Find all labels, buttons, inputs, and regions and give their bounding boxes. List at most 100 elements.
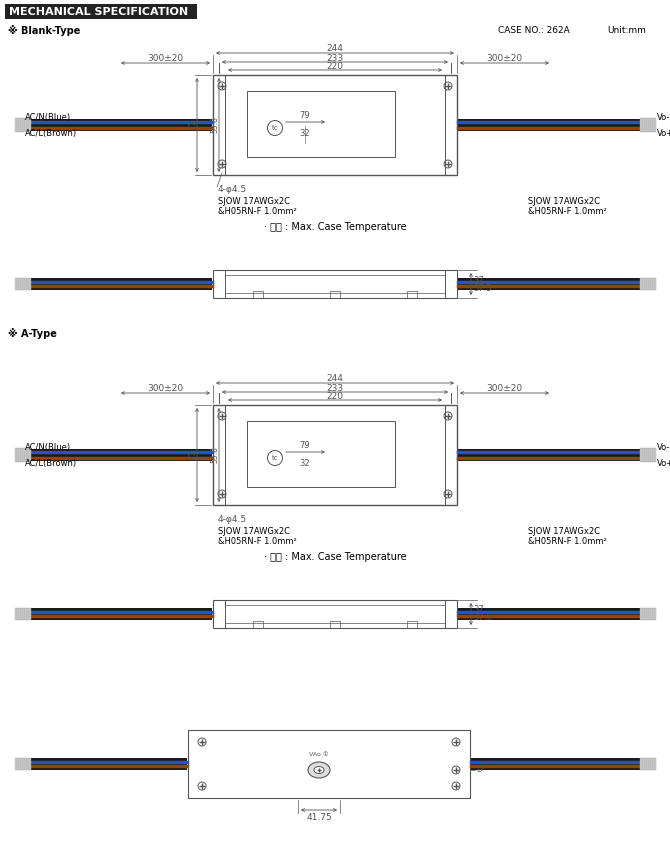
Bar <box>213 405 457 505</box>
Bar <box>27 118 29 132</box>
Bar <box>644 758 645 770</box>
Bar <box>225 75 445 175</box>
Bar <box>30 449 212 461</box>
Bar <box>654 608 655 620</box>
Bar <box>29 448 31 462</box>
Text: 300±20: 300±20 <box>486 54 523 62</box>
Text: ※ Blank-Type: ※ Blank-Type <box>8 25 80 36</box>
Text: 37.5: 37.5 <box>473 284 492 292</box>
Bar <box>23 608 25 620</box>
Text: ※ A-Type: ※ A-Type <box>8 327 57 339</box>
Bar <box>23 758 25 770</box>
Bar <box>253 291 263 298</box>
Text: 32: 32 <box>299 458 310 468</box>
Text: 41.75: 41.75 <box>306 813 332 823</box>
Text: D: D <box>476 765 482 775</box>
Bar <box>646 758 647 770</box>
Bar <box>654 278 655 290</box>
Bar <box>640 608 641 620</box>
Bar <box>17 448 19 462</box>
Bar <box>648 448 649 462</box>
Bar <box>213 600 457 628</box>
Text: 37.5: 37.5 <box>473 614 492 622</box>
Text: tc: tc <box>272 125 278 131</box>
Bar <box>640 118 641 132</box>
Bar <box>646 118 647 132</box>
Bar <box>644 118 645 132</box>
Text: SJOW 17AWGx2C: SJOW 17AWGx2C <box>528 527 600 535</box>
Bar <box>458 119 640 131</box>
Text: tc: tc <box>272 455 278 461</box>
Bar <box>27 278 29 290</box>
Bar <box>25 278 27 290</box>
Text: 244: 244 <box>326 44 344 52</box>
Bar <box>458 449 640 461</box>
Text: SJOW 17AWGx2C: SJOW 17AWGx2C <box>528 197 600 205</box>
Bar <box>19 448 21 462</box>
Bar <box>640 448 641 462</box>
Bar <box>646 278 647 290</box>
Text: MECHANICAL SPECIFICATION: MECHANICAL SPECIFICATION <box>9 7 188 17</box>
Bar <box>27 448 29 462</box>
Text: SJOW 17AWGx2C: SJOW 17AWGx2C <box>218 197 290 205</box>
Bar <box>652 278 653 290</box>
Bar <box>17 758 19 770</box>
Bar <box>650 758 651 770</box>
Bar <box>21 758 23 770</box>
Text: 32: 32 <box>299 128 310 138</box>
Text: &H05RN-F 1.0mm²: &H05RN-F 1.0mm² <box>218 536 297 545</box>
Bar <box>30 278 212 290</box>
Bar <box>642 118 643 132</box>
Bar <box>471 758 640 770</box>
Bar <box>652 608 653 620</box>
Bar <box>642 278 643 290</box>
Bar <box>29 758 31 770</box>
Bar <box>27 608 29 620</box>
Bar <box>650 118 651 132</box>
Bar <box>646 448 647 462</box>
Bar <box>21 118 23 132</box>
Text: AC/L(Brown): AC/L(Brown) <box>25 458 77 468</box>
Bar <box>253 621 263 628</box>
Text: Vo-(Blue): Vo-(Blue) <box>657 113 670 121</box>
Bar <box>30 758 187 770</box>
Bar <box>247 91 395 157</box>
Text: 79: 79 <box>299 440 310 450</box>
Text: 244: 244 <box>326 374 344 382</box>
Bar <box>188 730 470 798</box>
Bar <box>654 448 655 462</box>
Bar <box>30 608 212 620</box>
Text: 71: 71 <box>188 120 198 130</box>
Bar <box>330 621 340 628</box>
Bar <box>19 758 21 770</box>
Bar <box>15 448 17 462</box>
Text: 79: 79 <box>299 110 310 120</box>
Text: 300±20: 300±20 <box>486 384 523 392</box>
Bar <box>23 118 25 132</box>
Text: AC/N(Blue): AC/N(Blue) <box>25 443 71 451</box>
Bar <box>19 278 21 290</box>
Bar <box>17 278 19 290</box>
Bar <box>648 278 649 290</box>
Text: &H05RN-F 1.0mm²: &H05RN-F 1.0mm² <box>218 207 297 215</box>
Bar <box>650 448 651 462</box>
Bar <box>23 278 25 290</box>
Bar <box>29 608 31 620</box>
Bar <box>640 758 641 770</box>
Text: 4-φ4.5: 4-φ4.5 <box>218 185 247 193</box>
Bar <box>29 118 31 132</box>
Bar <box>642 448 643 462</box>
Bar <box>247 421 395 487</box>
Ellipse shape <box>308 762 330 778</box>
Bar <box>21 278 23 290</box>
Bar <box>25 608 27 620</box>
Bar <box>642 608 643 620</box>
Text: · ⓉⒸ : Max. Case Temperature: · ⓉⒸ : Max. Case Temperature <box>264 222 406 232</box>
Bar <box>27 758 29 770</box>
Bar <box>407 621 417 628</box>
Text: Unit:mm: Unit:mm <box>607 26 646 34</box>
Bar <box>330 291 340 298</box>
Bar <box>17 608 19 620</box>
Bar <box>654 118 655 132</box>
Bar <box>650 278 651 290</box>
